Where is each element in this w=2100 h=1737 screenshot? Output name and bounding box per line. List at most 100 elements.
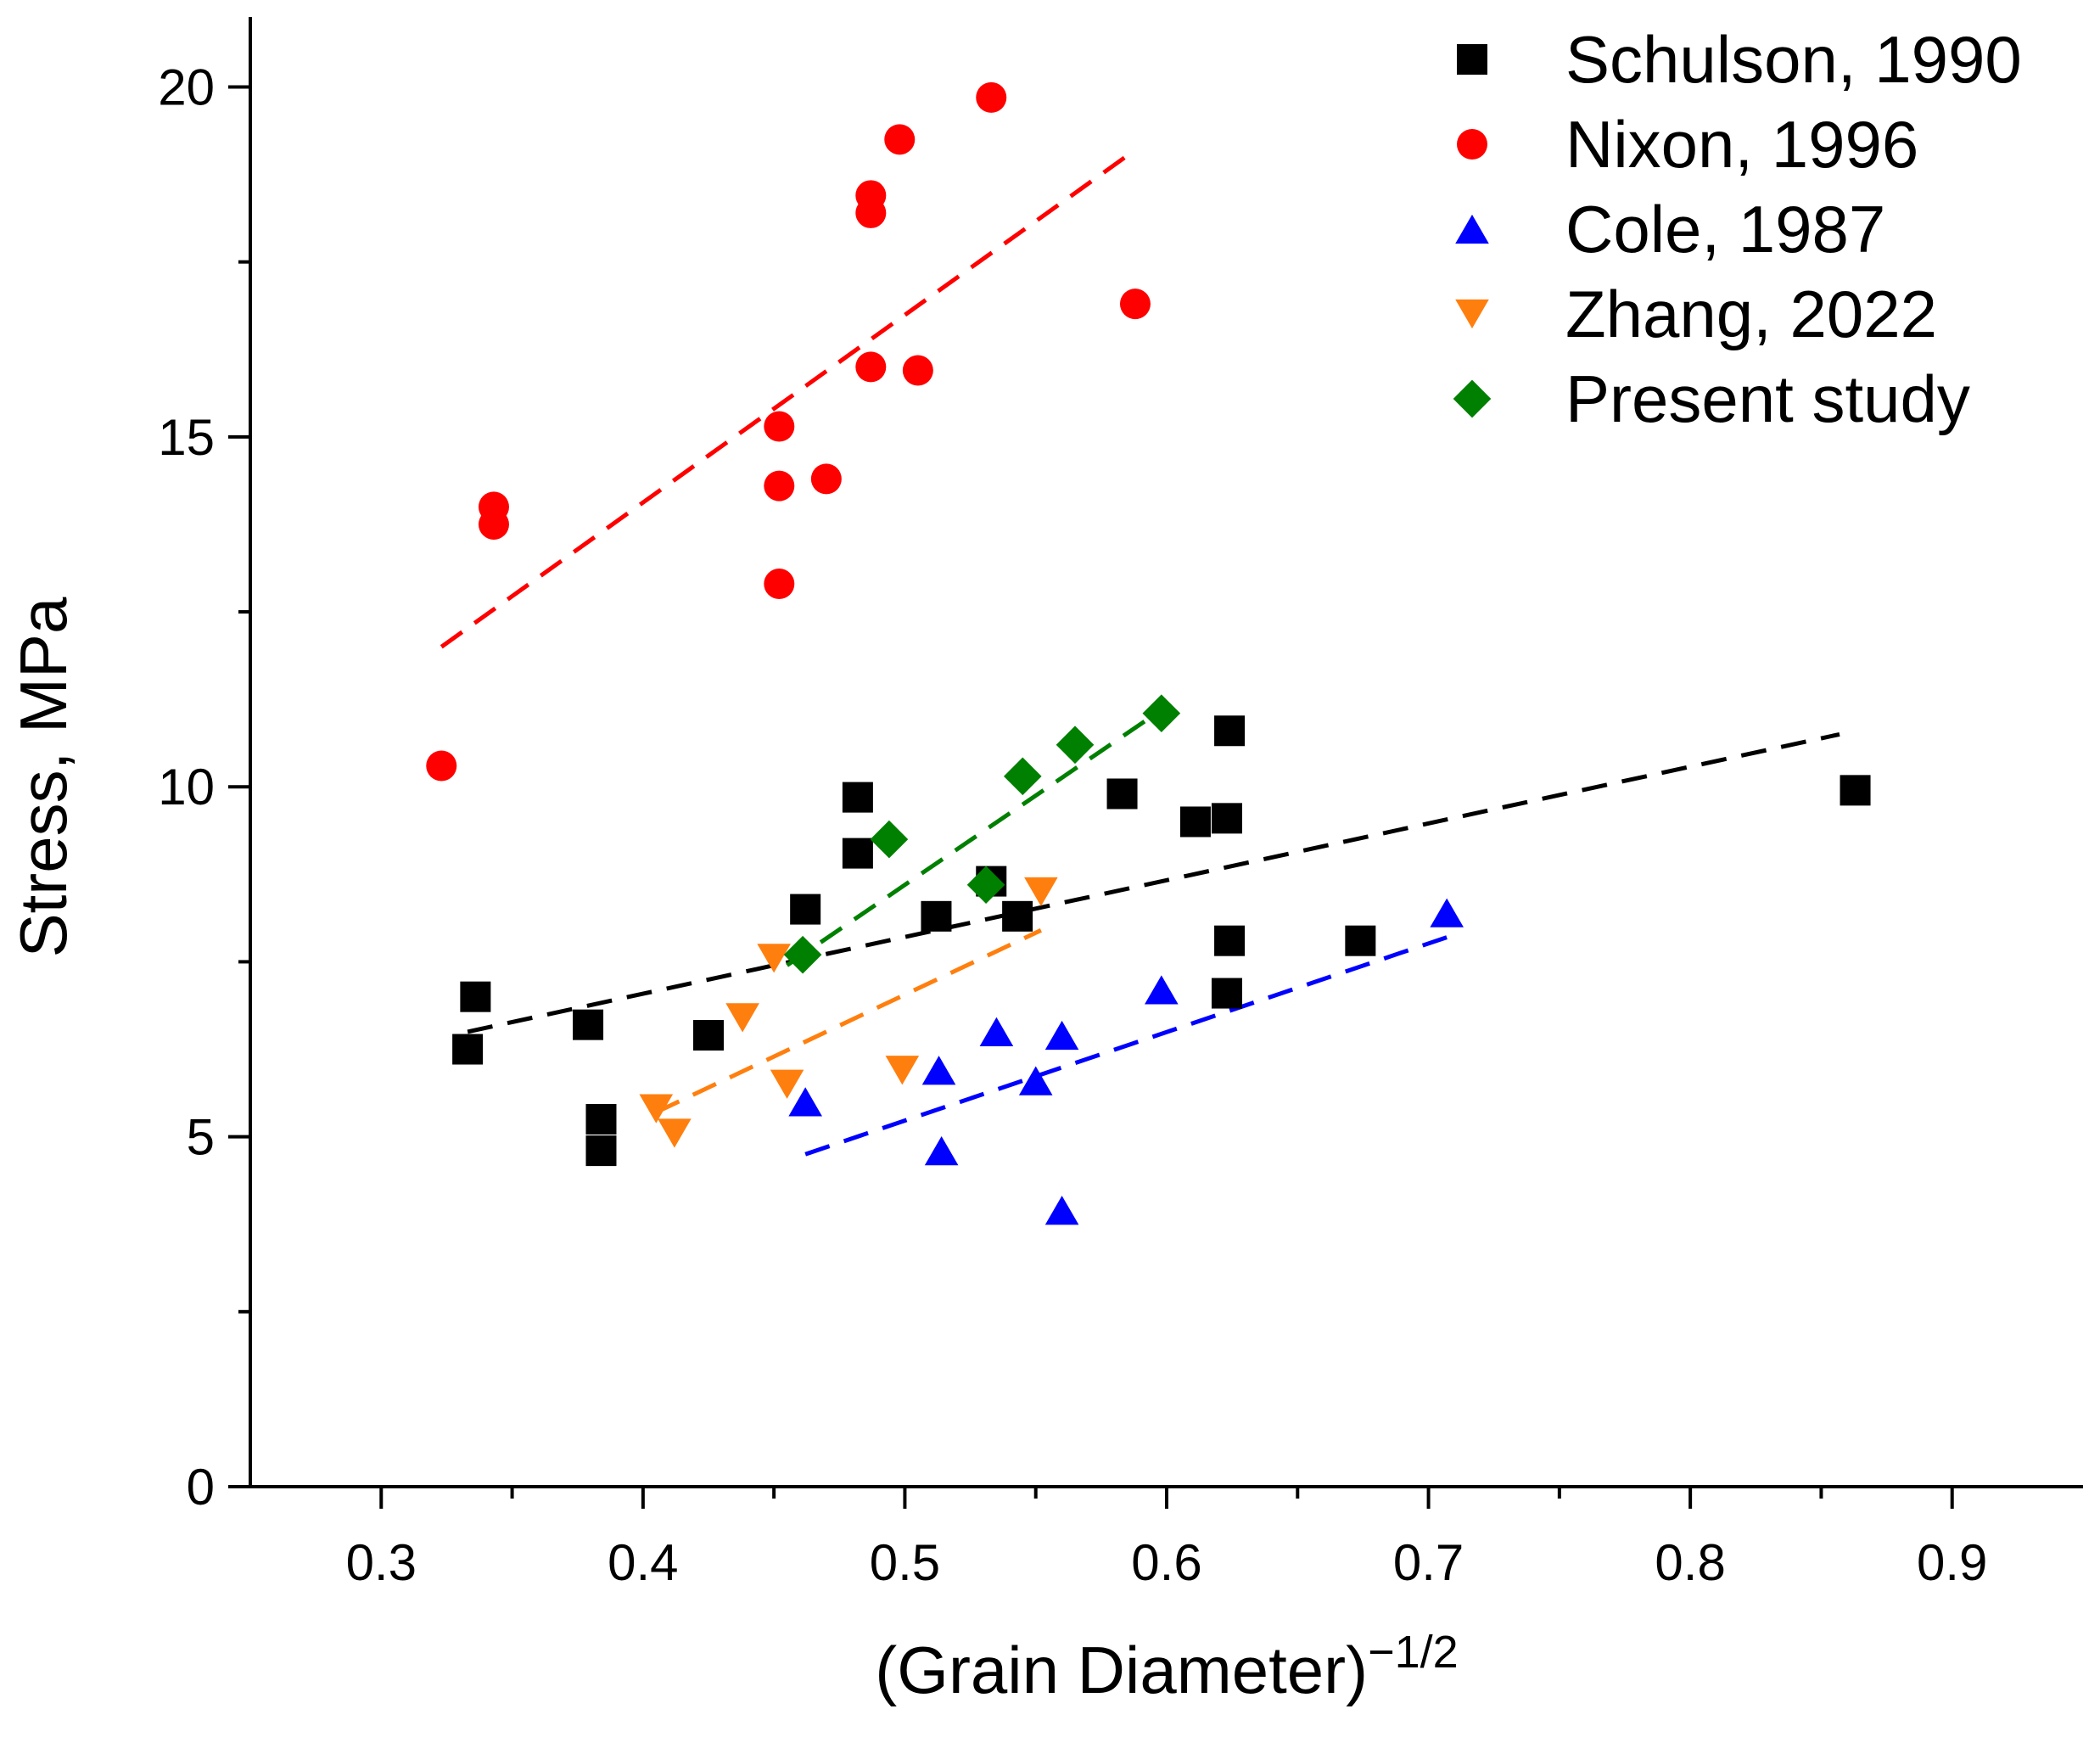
x-axis-label-superscript: −1/2 <box>1368 1627 1459 1678</box>
data-point <box>585 1135 617 1167</box>
trend-line-3 <box>655 928 1042 1115</box>
legend-item-0: Schulson, 1990 <box>1457 22 2022 97</box>
data-point <box>1106 778 1138 810</box>
data-point <box>757 944 791 973</box>
data-point <box>1044 1020 1079 1051</box>
legend-marker-triangle-down <box>1455 299 1489 329</box>
data-point <box>452 1034 484 1065</box>
data-point <box>783 935 822 974</box>
data-point <box>966 866 1005 905</box>
data-point <box>1179 806 1211 838</box>
data-point <box>1345 925 1376 956</box>
data-point <box>1430 898 1464 927</box>
data-points <box>426 81 1871 1225</box>
trend-line-0 <box>467 731 1840 1034</box>
legend-label: Cole, 1987 <box>1565 192 1885 266</box>
trend-line-2 <box>804 935 1448 1157</box>
data-point <box>770 1069 804 1099</box>
x-axis-label-main: (Grain Diameter) <box>875 1633 1368 1707</box>
series-3-points <box>639 877 1058 1148</box>
series-0-points <box>452 715 1871 1167</box>
data-point <box>639 1094 674 1123</box>
data-point <box>658 1118 692 1148</box>
x-tick-label: 0.5 <box>870 1534 940 1591</box>
x-axis-label: (Grain Diameter)−1/2 <box>875 1627 1458 1707</box>
trend-line-1 <box>440 148 1137 649</box>
data-point <box>976 81 1007 113</box>
data-point <box>585 1104 617 1135</box>
data-point <box>870 820 909 859</box>
legend-item-2: Cole, 1987 <box>1455 192 1885 266</box>
y-tick-label: 10 <box>158 759 215 815</box>
series-2-points <box>788 898 1464 1225</box>
x-tick-label: 0.7 <box>1393 1534 1464 1591</box>
y-tick-label: 15 <box>158 409 215 466</box>
data-point <box>855 351 887 383</box>
data-point <box>1211 803 1242 834</box>
data-point <box>885 1056 920 1085</box>
legend-label: Present study <box>1565 361 1970 436</box>
data-point <box>426 750 457 782</box>
data-point <box>1024 877 1058 907</box>
x-tick-label: 0.4 <box>608 1534 678 1591</box>
data-point <box>1840 775 1871 806</box>
x-tick-label: 0.3 <box>346 1534 417 1591</box>
series-1-points <box>426 81 1151 782</box>
x-tick-label: 0.6 <box>1131 1534 1201 1591</box>
x-tick-label: 0.8 <box>1655 1534 1725 1591</box>
data-point <box>788 1087 822 1117</box>
data-point <box>842 782 873 813</box>
data-point <box>764 411 795 442</box>
legend-marker-circle <box>1457 129 1487 160</box>
data-point <box>460 981 491 1012</box>
data-point <box>1002 900 1033 932</box>
data-point <box>924 1136 959 1166</box>
data-point <box>810 463 842 495</box>
legend-label: Zhang, 2022 <box>1565 277 1937 351</box>
legend-label: Schulson, 1990 <box>1565 22 2022 97</box>
data-point <box>1018 1066 1053 1095</box>
data-point <box>764 470 795 501</box>
data-point <box>884 124 916 155</box>
y-tick-label: 5 <box>187 1109 215 1166</box>
data-point <box>790 894 821 925</box>
data-point <box>1003 757 1042 796</box>
data-point <box>842 838 873 869</box>
legend-item-1: Nixon, 1996 <box>1457 107 1918 182</box>
legend-item-3: Zhang, 2022 <box>1455 277 1937 351</box>
data-point <box>902 355 933 386</box>
series-4-points <box>783 694 1181 974</box>
legend: Schulson, 1990 Nixon, 1996 Cole, 1987 Zhang… <box>1453 22 2022 436</box>
data-point <box>855 180 887 211</box>
data-point <box>921 1056 956 1085</box>
data-point <box>1214 715 1246 747</box>
data-point <box>1056 726 1095 765</box>
data-point <box>764 569 795 600</box>
legend-label: Nixon, 1996 <box>1565 107 1918 182</box>
data-point <box>693 1020 724 1051</box>
y-axis-label: Stress, MPa <box>6 597 81 957</box>
data-point <box>1214 925 1246 956</box>
trend-line-4 <box>786 708 1163 967</box>
legend-marker-diamond <box>1453 379 1492 418</box>
trend-lines <box>440 148 1840 1157</box>
data-point <box>1142 694 1181 732</box>
y-tick-label: 0 <box>187 1459 215 1516</box>
legend-marker-triangle-up <box>1455 214 1489 244</box>
data-point <box>979 1017 1014 1047</box>
axes: 0 5 10 15 20 0.3 0.4 0.5 0.6 0.7 0.8 0.9 (Grain Diam… <box>6 17 2083 1707</box>
data-point <box>1145 975 1179 1005</box>
data-point <box>1044 1196 1079 1225</box>
legend-marker-square <box>1457 44 1487 75</box>
y-tick-label: 20 <box>158 59 215 115</box>
data-point <box>1119 289 1151 320</box>
data-point <box>725 1003 759 1033</box>
data-point <box>478 508 509 540</box>
legend-item-4: Present study <box>1453 361 1970 436</box>
x-tick-label: 0.9 <box>1917 1534 1987 1591</box>
data-point <box>921 900 952 932</box>
data-point <box>1211 978 1242 1009</box>
data-point <box>573 1009 604 1040</box>
